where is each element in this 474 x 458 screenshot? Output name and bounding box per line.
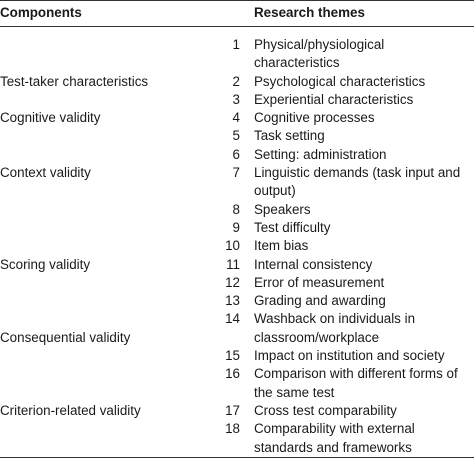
component-cell: Cognitive validity	[0, 110, 101, 126]
number-cell: 17	[225, 402, 240, 418]
table-row: 10 Item bias	[0, 237, 474, 255]
component-cell	[0, 27, 196, 73]
table-row: 8 Speakers	[0, 201, 474, 219]
theme-cell: Item bias	[254, 238, 309, 254]
table-header: Components Research themes	[0, 0, 474, 27]
theme-cell: Test difficulty	[254, 219, 331, 235]
table-row: Context validity 7 Linguistic demands (tas…	[0, 164, 474, 201]
theme-cell: Washback on individuals in classroom/wor…	[254, 311, 416, 345]
component-cell	[0, 420, 196, 457]
component-cell	[0, 237, 196, 255]
theme-cell: Comparability with external standards an…	[254, 421, 415, 455]
component-cell	[0, 365, 196, 402]
theme-cell: Experiential characteristics	[254, 91, 414, 107]
number-cell: 1	[232, 37, 240, 52]
number-cell: 6	[232, 146, 240, 162]
number-cell: 14	[225, 311, 240, 327]
theme-cell: Task setting	[254, 128, 325, 144]
table-row: Consequential validity 14 Washback on indi…	[0, 310, 474, 347]
number-cell: 5	[232, 128, 240, 144]
table-row: Scoring validity 11 Internal consistency	[0, 256, 474, 274]
theme-cell: Error of measurement	[254, 274, 385, 290]
number-cell: 7	[232, 165, 240, 181]
table-row: 15 Impact on institution and society	[0, 347, 474, 365]
number-cell: 2	[232, 73, 240, 89]
table-row: 13 Grading and awarding	[0, 292, 474, 310]
theme-cell: Cognitive processes	[254, 110, 375, 126]
number-cell: 3	[232, 91, 240, 107]
theme-cell: Grading and awarding	[254, 293, 386, 309]
theme-cell: Internal consistency	[254, 256, 373, 272]
component-cell	[0, 146, 196, 164]
number-cell: 8	[232, 201, 240, 217]
table-row: 9 Test difficulty	[0, 219, 474, 237]
theme-cell: Linguistic demands (task input and outpu…	[254, 165, 461, 199]
theme-cell: Psychological characteristics	[254, 73, 426, 89]
table-row: 16 Comparison with different forms of the…	[0, 365, 474, 402]
theme-cell: Comparison with different forms of the s…	[254, 366, 458, 400]
number-cell: 16	[225, 366, 240, 382]
number-cell: 18	[225, 421, 240, 437]
theme-cell: Impact on institution and society	[254, 348, 445, 364]
header-cell: Components	[0, 0, 196, 27]
component-cell: Scoring validity	[0, 256, 91, 272]
table-row: 1 Physical/physiological characteristics	[0, 27, 474, 73]
theme-cell: Speakers	[254, 201, 311, 217]
component-cell: Criterion-related validity	[0, 402, 141, 418]
header-cell: Research themes	[240, 0, 474, 27]
component-cell	[0, 274, 196, 292]
table-row: 6 Setting: administration	[0, 146, 474, 164]
component-cell: Context validity	[0, 165, 91, 181]
number-cell: 4	[232, 110, 240, 126]
component-cell	[0, 219, 196, 237]
theme-cell: Physical/physiological characteristics	[254, 37, 385, 71]
number-cell: 12	[225, 274, 240, 290]
component-cell	[0, 91, 196, 109]
theme-cell: Setting: administration	[254, 146, 387, 162]
number-cell: 11	[226, 256, 240, 272]
table-row: Cognitive validity 4 Cognitive processes	[0, 109, 474, 127]
number-cell: 9	[232, 219, 240, 235]
table-row: 3 Experiential characteristics	[0, 91, 474, 109]
table-row: 18 Comparability with external standards …	[0, 420, 474, 457]
table-row: Test-taker characteristics 2 Psychological…	[0, 73, 474, 91]
number-cell: 10	[225, 238, 240, 254]
component-cell	[0, 201, 196, 219]
table-row: 5 Task setting	[0, 127, 474, 145]
header-row: Components Research themes	[0, 0, 474, 27]
component-cell: Consequential validity	[0, 329, 131, 345]
number-cell: 15	[225, 348, 240, 364]
component-cell	[0, 127, 196, 145]
header-cell	[196, 0, 240, 27]
table-body: 1 Physical/physiological characteristics T…	[0, 27, 474, 458]
table-row: Criterion-related validity 17 Cross test c…	[0, 402, 474, 420]
number-cell: 13	[225, 293, 240, 309]
theme-cell: Cross test comparability	[254, 402, 397, 418]
table-row: 12 Error of measurement	[0, 274, 474, 292]
component-cell: Test-taker characteristics	[0, 73, 149, 89]
component-cell	[0, 292, 196, 310]
component-cell	[0, 347, 196, 365]
